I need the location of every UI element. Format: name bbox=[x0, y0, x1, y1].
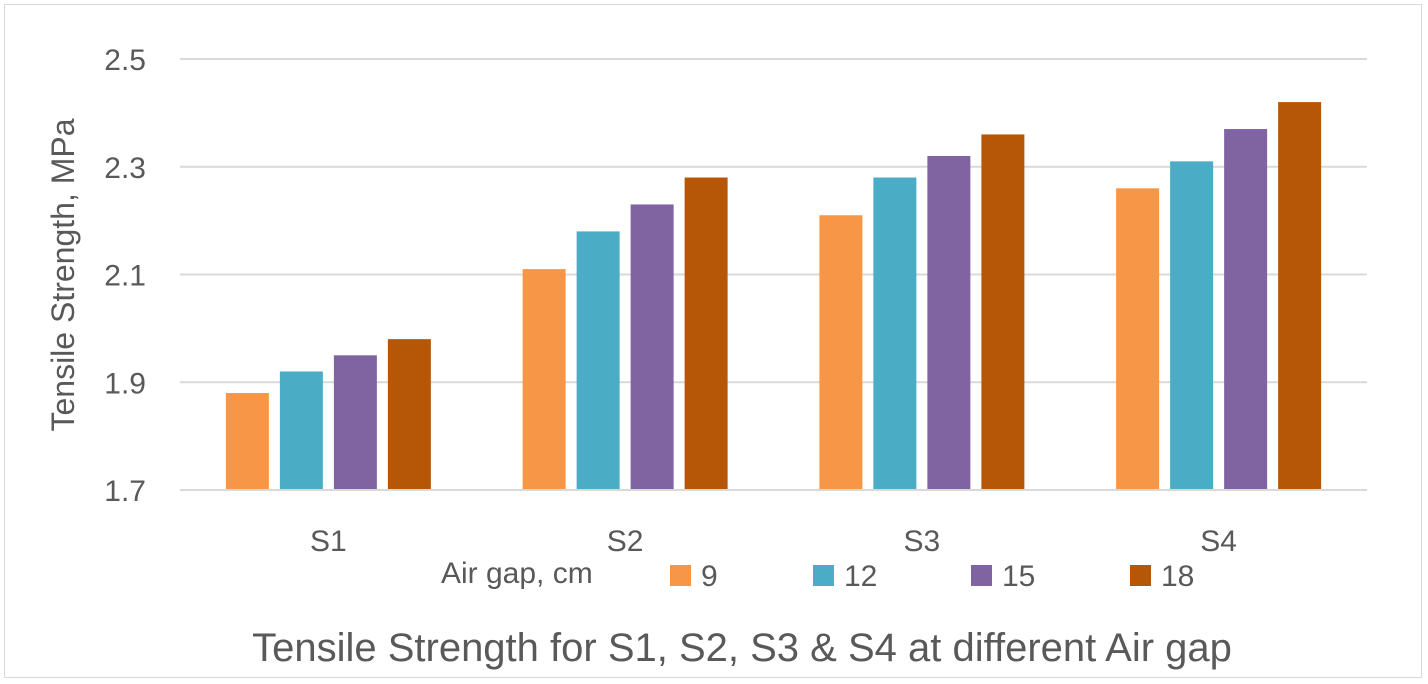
legend-label-12: 12 bbox=[844, 560, 877, 593]
y-tick-label: 2.5 bbox=[104, 44, 146, 77]
x-axis-categories: S1 S2 S3 S4 bbox=[310, 525, 1237, 558]
legend-title: Air gap, cm bbox=[441, 557, 593, 590]
bars bbox=[180, 102, 1367, 491]
legend-label-9: 9 bbox=[701, 560, 718, 593]
legend-swatch-18 bbox=[1130, 565, 1151, 586]
bar-S2-9 bbox=[522, 269, 566, 490]
bar-S1-9 bbox=[225, 393, 269, 490]
chart-title: Tensile Strength for S1, S2, S3 & S4 at … bbox=[252, 626, 1232, 670]
bar-S4-15 bbox=[1224, 129, 1268, 490]
bar-S3-15 bbox=[927, 155, 971, 490]
y-axis-ticks: 1.7 1.9 2.1 2.3 2.5 bbox=[104, 44, 146, 508]
y-tick-label: 2.3 bbox=[104, 152, 146, 185]
bar-S1-12 bbox=[279, 371, 323, 490]
bar-S2-18 bbox=[684, 177, 728, 490]
x-category-label: S3 bbox=[904, 525, 941, 558]
bar-S2-15 bbox=[630, 204, 674, 490]
y-tick-label: 2.1 bbox=[104, 260, 146, 293]
bar-S4-18 bbox=[1278, 102, 1322, 490]
legend-swatch-15 bbox=[971, 565, 992, 586]
bar-S1-18 bbox=[387, 339, 431, 490]
legend: Air gap, cm 9 12 15 18 bbox=[441, 557, 1194, 593]
bar-S4-9 bbox=[1116, 188, 1160, 491]
bar-S1-15 bbox=[333, 355, 377, 490]
y-tick-label: 1.9 bbox=[104, 367, 146, 400]
legend-swatch-9 bbox=[670, 565, 691, 586]
bar-S4-12 bbox=[1170, 161, 1214, 491]
bar-S3-18 bbox=[981, 134, 1025, 491]
y-axis-label: Tensile Strength, MPa bbox=[45, 118, 81, 431]
bar-S2-12 bbox=[576, 231, 620, 490]
x-category-label: S1 bbox=[310, 525, 347, 558]
y-tick-label: 1.7 bbox=[104, 475, 146, 508]
bar-S3-9 bbox=[819, 215, 863, 491]
legend-label-18: 18 bbox=[1161, 560, 1194, 593]
legend-label-15: 15 bbox=[1002, 560, 1035, 593]
bar-S3-12 bbox=[873, 177, 917, 490]
x-category-label: S2 bbox=[607, 525, 644, 558]
legend-swatch-12 bbox=[813, 565, 834, 586]
x-category-label: S4 bbox=[1200, 525, 1237, 558]
